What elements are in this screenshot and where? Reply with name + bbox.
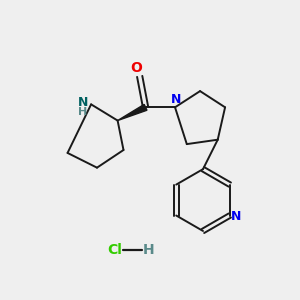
Text: O: O xyxy=(130,61,142,75)
Text: N: N xyxy=(231,211,242,224)
Text: Cl: Cl xyxy=(107,243,122,257)
Text: N: N xyxy=(78,96,88,110)
Text: H: H xyxy=(143,243,154,257)
Text: N: N xyxy=(171,93,181,106)
Text: H: H xyxy=(78,107,88,117)
Polygon shape xyxy=(118,104,147,121)
